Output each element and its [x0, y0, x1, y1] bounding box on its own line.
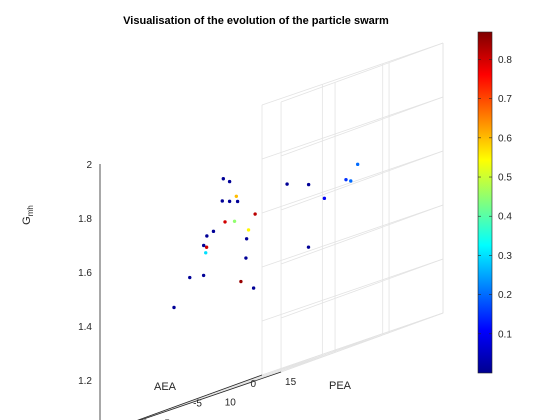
y-axis-label: PEA: [329, 380, 352, 392]
data-point: [227, 179, 232, 184]
colorbar-tick-label: 0.3: [498, 251, 512, 262]
data-points: [172, 162, 360, 310]
floor-grid-line: [207, 332, 390, 396]
colorbar: [477, 31, 493, 374]
data-point: [355, 162, 360, 167]
data-point: [201, 243, 206, 248]
floor-grid-line: [160, 353, 323, 414]
wall-grid-line: [280, 96, 444, 157]
floor-grid-line: [153, 351, 336, 415]
data-point: [211, 229, 216, 234]
y-tick-label: 15: [285, 377, 297, 388]
data-point: [232, 219, 237, 224]
y-tick-label: 5: [164, 418, 170, 420]
data-point: [344, 177, 348, 182]
data-point: [234, 194, 239, 198]
wall-grid-line: [280, 150, 444, 211]
data-point: [349, 179, 353, 183]
z-axis-label: Gmh: [21, 205, 35, 225]
wall-grid-line: [261, 312, 444, 376]
colorbar-tick-label: 0.2: [498, 290, 512, 301]
data-point: [205, 234, 209, 238]
data-point: [244, 256, 248, 260]
z-tick-label: 1.2: [78, 376, 92, 387]
wall-grid-line: [280, 42, 444, 103]
colorbar-tick-label: 0.4: [498, 212, 512, 223]
x-tick-label: -10: [134, 418, 149, 420]
grid-lines: [137, 42, 444, 420]
data-point: [253, 212, 257, 216]
floor-grid-line: [137, 374, 263, 420]
colorbar-tick-label: 0.7: [498, 94, 512, 105]
x-axis-line: [137, 374, 263, 420]
data-point: [306, 245, 311, 249]
colorbar-tick-label: 0.5: [498, 173, 512, 184]
wall-grid-line: [280, 312, 444, 373]
floor-grid-line: [220, 333, 383, 394]
wall-grid-line: [261, 42, 444, 106]
colorbar-ticks: 0.1 0.2 0.3 0.4 0.5 0.6 0.7 0.8: [478, 55, 512, 340]
data-point: [204, 251, 208, 255]
x-axis-label: AEA: [154, 381, 177, 393]
colorbar-tick-label: 0.6: [498, 133, 512, 144]
data-point: [188, 275, 192, 280]
data-point: [244, 237, 249, 241]
z-tick-label: 1.6: [78, 268, 92, 279]
wall-grid-line: [261, 258, 444, 322]
data-point: [246, 228, 251, 232]
wall-grid-line: [280, 204, 444, 265]
axes-box: [99, 163, 282, 420]
wall-grid-line: [261, 150, 444, 214]
z-tick-label: 1.8: [78, 214, 92, 225]
data-point: [251, 286, 256, 290]
data-point: [285, 182, 289, 186]
z-axis-label-sub: mh: [26, 205, 35, 216]
data-point: [227, 199, 232, 204]
y-tick-label: 10: [225, 398, 237, 409]
colorbar-tick-label: 0.1: [498, 329, 512, 340]
tick-labels: 0-5-10-1505101511.21.41.61.82: [78, 160, 297, 420]
y-axis-line: [139, 371, 282, 420]
wall-grid-line: [280, 258, 444, 319]
data-point: [221, 177, 226, 181]
x-tick-label: -5: [193, 399, 202, 410]
z-tick-label: 1.4: [78, 322, 92, 333]
data-point: [239, 279, 243, 284]
data-point: [235, 199, 240, 204]
z-axis-label-main: G: [21, 216, 33, 225]
data-point: [172, 305, 176, 310]
colorbar-tick-label: 0.8: [498, 55, 512, 66]
data-point: [201, 273, 206, 278]
data-point: [204, 245, 209, 249]
x-tick-label: 0: [250, 379, 256, 390]
chart-title: Visualisation of the evolution of the pa…: [123, 15, 389, 27]
wall-grid-line: [261, 204, 444, 268]
wall-grid-line: [261, 96, 444, 160]
data-point: [322, 196, 327, 201]
z-tick-label: 2: [86, 160, 92, 171]
data-point: [223, 220, 227, 224]
data-point: [220, 199, 224, 203]
data-point: [306, 182, 311, 187]
